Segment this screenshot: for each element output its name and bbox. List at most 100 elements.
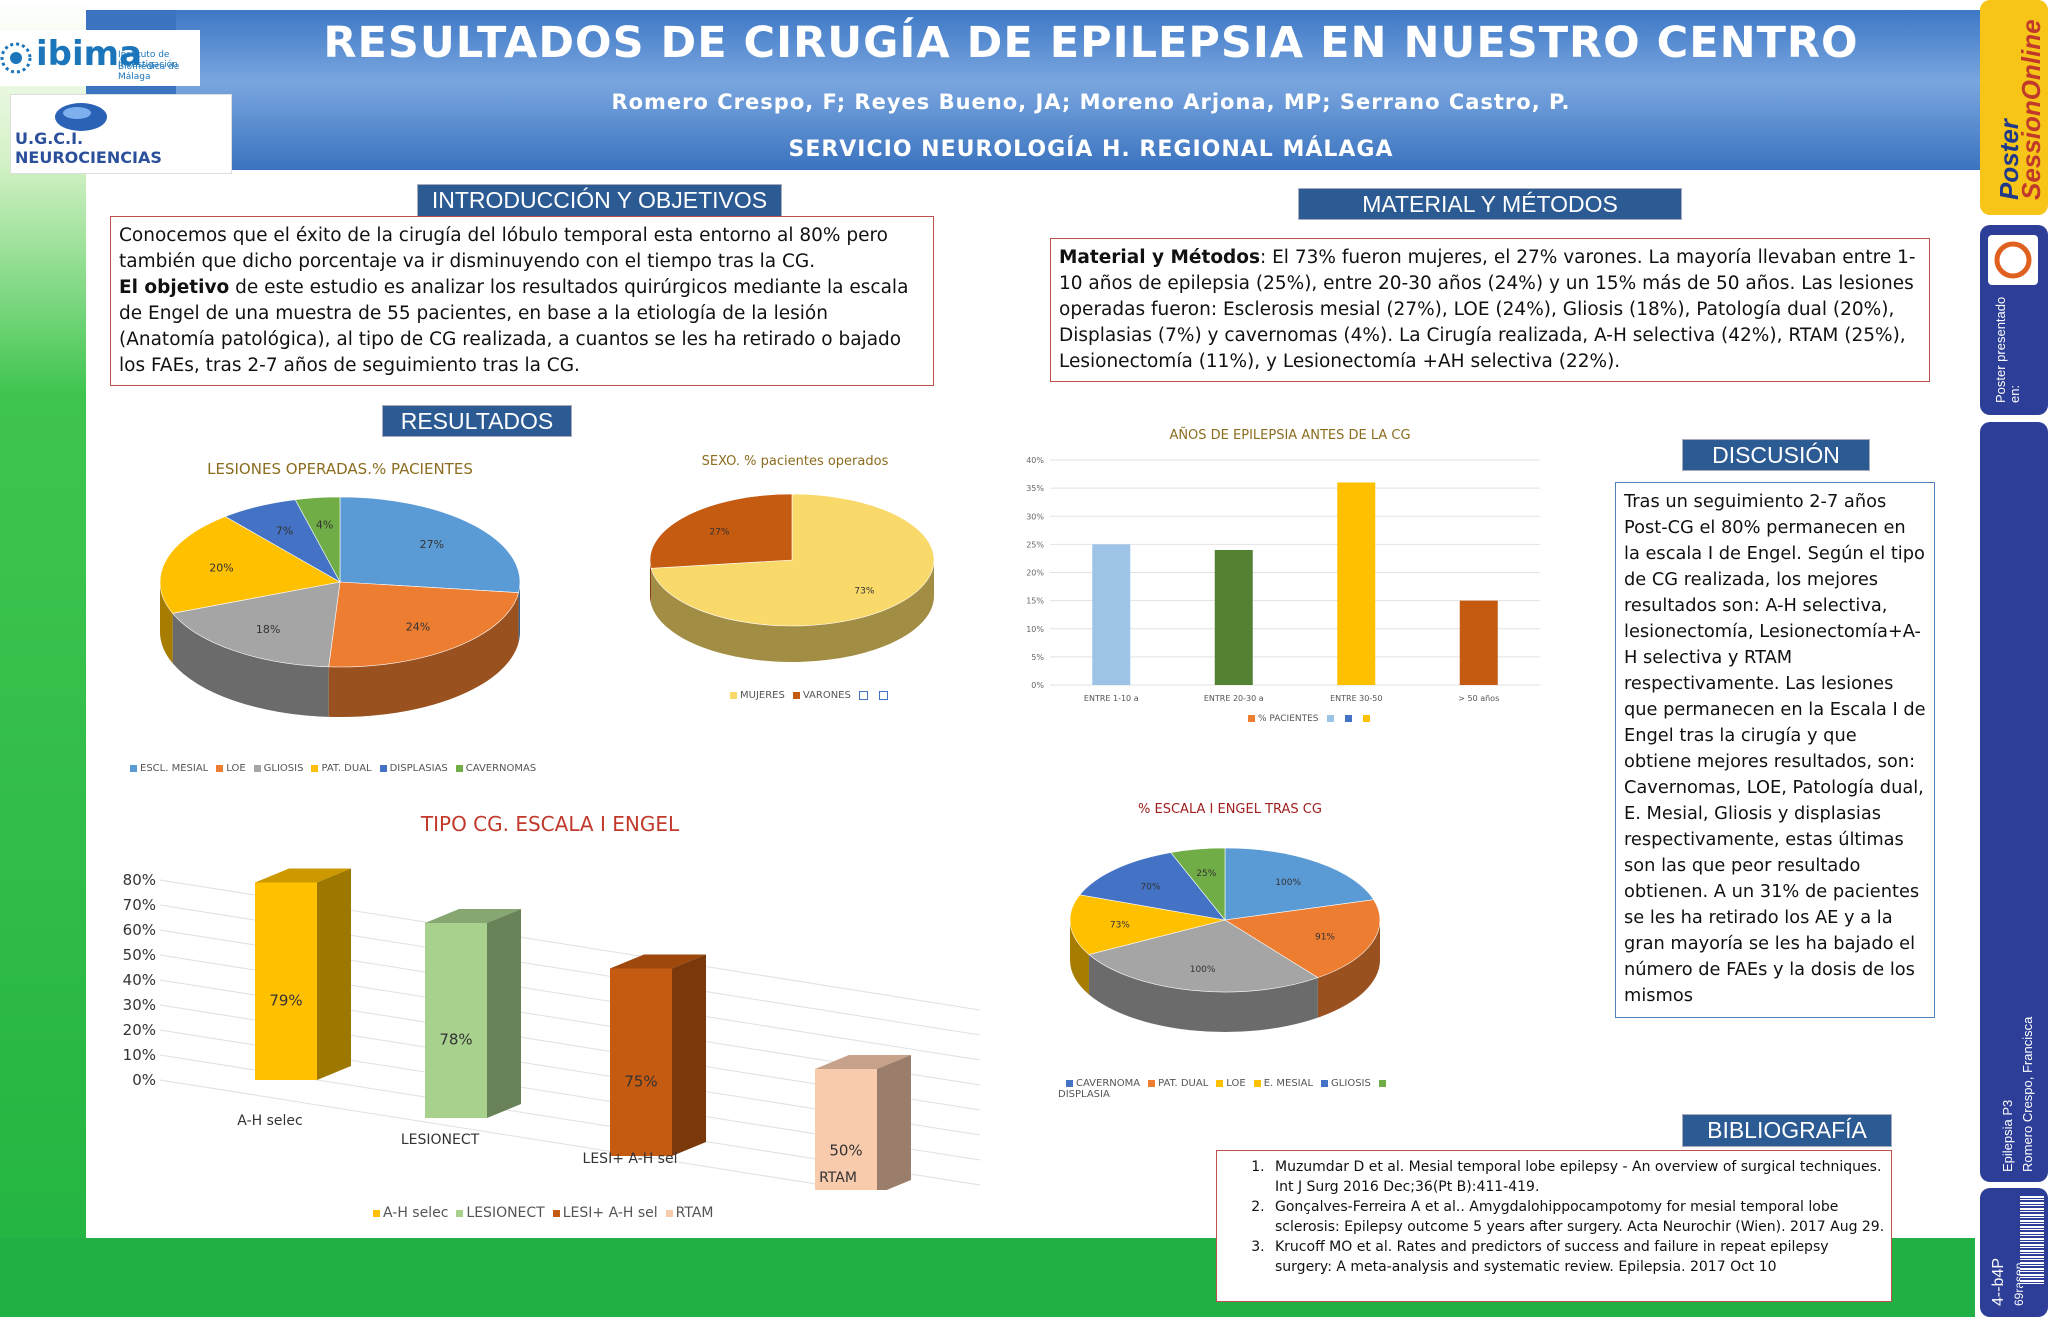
anos-ytick-4: 20%: [1026, 569, 1044, 578]
tipocg-legend-item-2: LESI+ A-H sel: [562, 1205, 658, 1221]
engel-slice-5: [1170, 847, 1226, 921]
ibima-logo-sub1: Instituto de Investigación: [118, 50, 178, 70]
lesiones-legend-swatch-0: [130, 764, 137, 772]
engel-legend-item-0: CAVERNOMA: [1076, 1078, 1141, 1089]
chart-tipocg-legend: A-H selec LESIONECT LESI+ A-H sel RTAM: [365, 1205, 865, 1221]
chart-tipocg: 0% 10% 20% 30% 40% 50% 60% 70% 80% 79% A-H selec 78…: [123, 868, 981, 1190]
chart-lesiones-title: LESIONES OPERADAS.% PACIENTES: [207, 460, 473, 478]
sexo-slice-1: [649, 493, 793, 569]
engel-side-2: [1088, 954, 1318, 1032]
bibliography-heading: BIBLIOGRAFÍA: [1682, 1114, 1892, 1147]
tipocg-legend-item-3: RTAM: [675, 1205, 714, 1221]
tipocg-bar-top-1: [425, 909, 521, 923]
lesiones-slice-2: [172, 581, 341, 668]
tipocg-value-0: 79%: [269, 991, 302, 1009]
sexo-label-0: 73%: [854, 587, 874, 597]
lesiones-legend-swatch-2: [253, 764, 261, 772]
engel-label-3: 73%: [1110, 920, 1130, 930]
tipocg-ytick-0: 0%: [132, 1071, 156, 1089]
ibima-logo-sub2: Biomédica de Málaga: [118, 62, 180, 82]
poster-code: 4--b4P: [1990, 1257, 2007, 1306]
brand-session: SessionOnline: [2016, 19, 2046, 200]
tipocg-legend-swatch-3: [665, 1209, 673, 1217]
chart-sexo: 73% 27%: [649, 493, 935, 662]
ibima-logo-name: ibima: [36, 34, 143, 74]
session-panel: Epilepsia P3 Romero Crespo, Francisca: [1980, 422, 2048, 1182]
anos-legend-swatch: [1248, 715, 1255, 722]
chart-anos-title: AÑOS DE EPILEPSIA ANTES DE LA CG: [1169, 428, 1411, 443]
intro-text-1: Conocemos que el éxito de la cirugía del…: [119, 225, 888, 272]
engel-legend-swatch-4: [1321, 1079, 1329, 1087]
sexo-legend-item-1: VARONES: [802, 690, 851, 701]
anos-ytick-3: 15%: [1026, 597, 1044, 606]
lesiones-label-0: 27%: [420, 538, 444, 551]
tipocg-ytick-5: 50%: [123, 946, 156, 964]
presented-label: Poster presentado en:: [1993, 296, 2022, 403]
methods-text: : El 73% fueron mujeres, el 27% varones.…: [1059, 247, 1916, 372]
sexo-side-0: [651, 560, 934, 662]
anos-ytick-5: 25%: [1026, 540, 1044, 549]
chart-sexo-title: SEXO. % pacientes operados: [701, 454, 889, 469]
session-name: Epilepsia P3: [2000, 1099, 2015, 1172]
sexo-legend-swatch-2: [858, 690, 868, 700]
engel-side-3: [1070, 920, 1089, 995]
poster-title: RESULTADOS DE CIRUGÍA DE EPILEPSIA EN NU…: [323, 18, 1859, 68]
ibima-logo: ibima Instituto de Investigación Biomédi…: [0, 30, 200, 86]
engel-label-4: 70%: [1140, 882, 1160, 892]
anos-xtick-2: ENTRE 30-50: [1330, 694, 1382, 703]
tipocg-xtick-1: LESIONECT: [401, 1132, 480, 1148]
lesiones-legend-item-2: GLIOSIS: [263, 763, 304, 774]
lesiones-label-4: 7%: [276, 524, 293, 537]
tipocg-bar-0: [255, 882, 317, 1080]
chart-lesiones: 27% 24% 18% 20% 7% 4%: [159, 496, 521, 717]
intro-heading: INTRODUCCIÓN Y OBJETIVOS: [417, 184, 782, 217]
anos-bar-2: [1337, 482, 1376, 685]
tipocg-ytick-8: 80%: [123, 871, 156, 889]
anos-bar-3: [1459, 600, 1498, 685]
tipocg-xtick-2: LESI+ A-H sel: [583, 1151, 678, 1167]
results-heading: RESULTADOS: [382, 405, 572, 437]
discussion-box: Tras un seguimiento 2-7 años Post-CG el …: [1615, 482, 1935, 1018]
lesiones-legend-item-4: DISPLASIAS: [389, 763, 448, 774]
tipocg-bar-side-2: [672, 954, 706, 1156]
anos-bar-0: [1092, 544, 1131, 685]
tipocg-xtick-3: RTAM: [819, 1170, 857, 1186]
society-logo: [1988, 235, 2038, 285]
intro-objective-label: El objetivo: [119, 277, 230, 298]
tipocg-bar-top-3: [815, 1055, 911, 1069]
tipocg-value-1: 78%: [439, 1031, 472, 1049]
lesiones-side-2: [172, 613, 329, 717]
anos-legend-swatch-1: [1326, 715, 1334, 722]
bib-item-3: Krucoff MO et al. Rates and predictors o…: [1269, 1237, 1885, 1277]
ugci-logo-text: U.G.C.I. NEUROCIENCIAS: [15, 129, 162, 167]
bibliography-box: Muzumdar D et al. Mesial temporal lobe e…: [1216, 1150, 1892, 1302]
tipocg-ytick-6: 60%: [123, 921, 156, 939]
anos-ytick-0: 0%: [1031, 681, 1044, 690]
engel-slice-3: [1069, 894, 1226, 955]
lesiones-slice-5: [294, 496, 341, 583]
lesiones-slice-1: [328, 581, 519, 668]
engel-label-1: 91%: [1315, 932, 1335, 942]
tipocg-value-2: 75%: [624, 1072, 657, 1090]
bibliography-list: Muzumdar D et al. Mesial temporal lobe e…: [1223, 1157, 1885, 1277]
anos-legend-label: % PACIENTES: [1258, 714, 1319, 724]
session-author: Romero Crespo, Francisca: [2020, 1016, 2035, 1172]
anos-ytick-2: 10%: [1026, 625, 1044, 634]
code-panel: 4--b4P 69rasen: [1980, 1188, 2048, 1317]
society-logo-icon: [1994, 241, 2032, 279]
lesiones-label-2: 18%: [256, 623, 280, 636]
lesiones-legend-swatch-4: [379, 764, 387, 772]
poster-authors: Romero Crespo, F; Reyes Bueno, JA; Moren…: [611, 90, 1571, 114]
sexo-label-1: 27%: [710, 527, 730, 537]
anos-ytick-6: 30%: [1026, 512, 1044, 521]
engel-legend-item-5: DISPLASIA: [1058, 1089, 1110, 1100]
methods-label: Material y Métodos: [1059, 247, 1260, 268]
tipocg-bar-top-0: [255, 868, 351, 883]
barcode-icon: [2020, 1196, 2044, 1286]
methods-heading: MATERIAL Y MÉTODOS: [1298, 188, 1682, 220]
discussion-text: Tras un seguimiento 2-7 años Post-CG el …: [1624, 491, 1926, 1006]
engel-legend-item-1: PAT. DUAL: [1158, 1078, 1209, 1089]
left-green-band: [0, 0, 86, 1317]
anos-bar-1: [1214, 550, 1253, 685]
chart-anos-legend: % PACIENTES: [1240, 714, 1440, 724]
